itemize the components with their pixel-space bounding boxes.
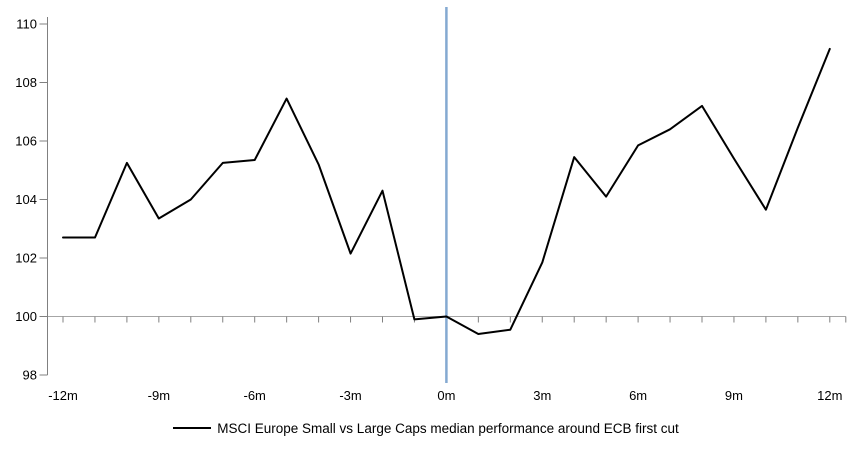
x-axis-label: -12m bbox=[48, 388, 78, 403]
legend-series-label: MSCI Europe Small vs Large Caps median p… bbox=[217, 420, 679, 436]
y-axis-label: 104 bbox=[15, 192, 37, 207]
legend: MSCI Europe Small vs Large Caps median p… bbox=[0, 419, 852, 437]
y-axis-label: 100 bbox=[15, 309, 37, 324]
y-axis-label: 106 bbox=[15, 134, 37, 149]
x-axis-label: 6m bbox=[629, 388, 647, 403]
y-axis-label: 102 bbox=[15, 251, 37, 266]
legend-line-swatch bbox=[173, 427, 212, 429]
x-axis-label: 9m bbox=[725, 388, 743, 403]
x-axis-label: -6m bbox=[244, 388, 266, 403]
x-axis-label: 3m bbox=[533, 388, 551, 403]
x-axis-label: 0m bbox=[437, 388, 455, 403]
y-axis-label: 98 bbox=[23, 368, 37, 383]
series-line bbox=[62, 47, 831, 335]
y-axis-label: 108 bbox=[15, 75, 37, 90]
x-axis-label: 12m bbox=[817, 388, 842, 403]
y-axis-label: 110 bbox=[16, 17, 37, 32]
x-axis-label: -9m bbox=[148, 388, 170, 403]
x-axis-label: -3m bbox=[339, 388, 361, 403]
